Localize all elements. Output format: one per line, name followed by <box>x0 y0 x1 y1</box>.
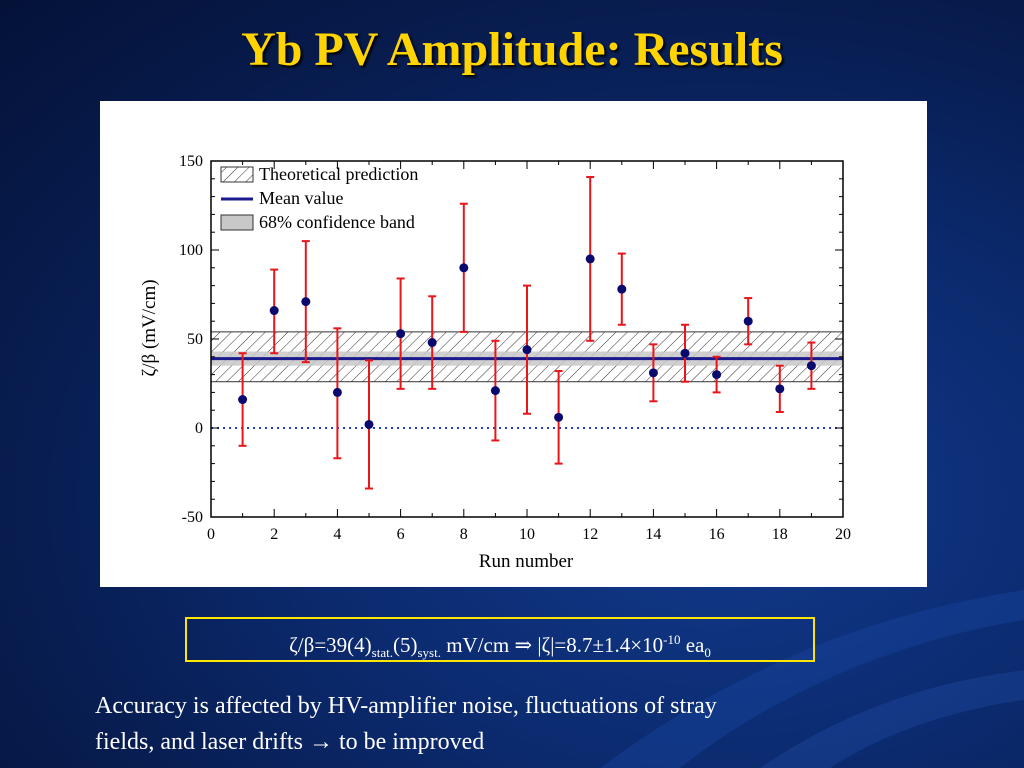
y-tick-label: 150 <box>179 153 203 170</box>
x-tick-label: 6 <box>397 526 405 543</box>
x-tick-label: 2 <box>270 526 278 543</box>
x-tick-label: 12 <box>582 526 598 543</box>
note-line-1: Accuracy is affected by HV-amplifier noi… <box>95 693 717 719</box>
title-highlight: Results <box>633 23 783 76</box>
x-tick-label: 14 <box>645 526 661 543</box>
data-point <box>490 386 500 396</box>
data-point <box>743 316 753 326</box>
y-tick-label: -50 <box>182 509 203 526</box>
result-exp: -10 <box>663 632 681 647</box>
note-text: Accuracy is affected by HV-amplifier noi… <box>95 688 925 760</box>
data-point <box>617 284 627 294</box>
data-point <box>301 297 311 307</box>
legend-swatch-theoretical <box>220 166 254 183</box>
y-tick-label: 100 <box>179 242 203 259</box>
x-tick-label: 0 <box>207 526 215 543</box>
result-syst-sub: syst. <box>417 645 441 661</box>
data-point <box>806 361 816 371</box>
data-point <box>680 348 690 358</box>
x-tick-label: 16 <box>709 526 725 543</box>
data-point <box>585 254 595 264</box>
x-tick-label: 18 <box>772 526 788 543</box>
data-point <box>775 384 785 394</box>
legend-entry: 68% confidence band <box>259 212 415 232</box>
data-point <box>522 345 532 355</box>
result-ea-sub: 0 <box>704 645 711 661</box>
result-formula-box: ζ/β=39(4)stat.(5)syst. mV/cm ⇒ |ζ|=8.7±1… <box>185 617 815 662</box>
legend-entry: Theoretical prediction <box>259 164 418 184</box>
data-point <box>459 263 469 273</box>
legend-entry: Mean value <box>259 188 343 208</box>
result-lhs: ζ/β=39(4) <box>289 633 372 657</box>
x-axis-label: Run number <box>479 551 574 572</box>
data-point <box>238 395 248 405</box>
chart: 0 2 4 6 8 10 12 14 16 18 20-50050100150Theoretical… <box>139 153 851 572</box>
x-tick-label: 4 <box>333 526 341 543</box>
note-line-2: fields, and laser drifts → to be improve… <box>95 729 485 755</box>
data-point <box>712 370 722 380</box>
y-axis-label: ζ/β (mV/cm) <box>139 279 160 376</box>
x-tick-label: 20 <box>835 526 851 543</box>
y-tick-label: 50 <box>187 331 203 348</box>
data-point <box>396 329 406 339</box>
data-point <box>269 306 279 316</box>
result-syst-val: (5) <box>392 633 418 657</box>
result-rhs: |ζ|=8.7±1.4×10 <box>532 633 664 657</box>
data-point <box>332 387 342 397</box>
data-point <box>554 412 564 422</box>
slide-title: Yb PV Amplitude: Results <box>0 22 1024 77</box>
x-tick-label: 8 <box>460 526 468 543</box>
chart-panel: 0 2 4 6 8 10 12 14 16 18 20 -50 0 50 100 150 Theoretical… <box>100 101 927 587</box>
legend-swatch-confidence <box>220 214 254 231</box>
result-units: mV/cm <box>440 633 515 657</box>
result-stat-sub: stat. <box>371 645 393 661</box>
data-point <box>648 368 658 378</box>
data-point <box>427 338 437 348</box>
y-tick-label: 0 <box>195 420 203 437</box>
result-ea: ea <box>680 633 705 657</box>
title-main: Yb PV Amplitude: <box>241 23 622 76</box>
result-arrow: ⇒ <box>514 633 533 657</box>
data-point <box>364 419 374 429</box>
x-tick-label: 10 <box>519 526 535 543</box>
